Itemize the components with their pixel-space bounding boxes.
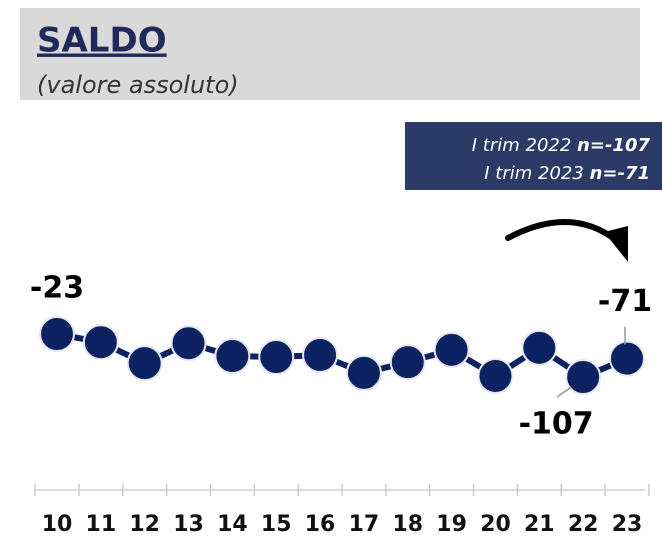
x-tick-label: 17 [349, 512, 380, 537]
x-tick-label: 13 [173, 512, 204, 537]
info-box [405, 122, 662, 190]
leader-line [556, 386, 572, 398]
info-line: I trim 2022 n=-107 [472, 135, 651, 156]
marker [521, 329, 558, 366]
marker [389, 344, 426, 381]
x-tick-label: 19 [436, 512, 467, 537]
info-text: I trim 2022 [472, 135, 572, 156]
data-label: -23 [30, 271, 84, 306]
data-label: -71 [598, 284, 652, 319]
marker [214, 338, 251, 375]
x-tick-label: 10 [42, 512, 73, 537]
marker [258, 339, 295, 376]
marker [565, 359, 602, 395]
info-value: n=-71 [590, 163, 650, 184]
arrow-head [604, 226, 628, 262]
marker [82, 324, 119, 361]
x-tick-label: 23 [612, 512, 643, 537]
info-line: I trim 2023 n=-71 [484, 163, 650, 184]
info-text: I trim 2023 [484, 163, 584, 184]
arrow [505, 219, 619, 243]
subtitle: (valore assoluto) [37, 71, 239, 99]
marker [39, 316, 75, 352]
x-tick-label: 15 [261, 512, 292, 537]
x-tick-label: 14 [217, 512, 248, 537]
marker [609, 340, 645, 377]
x-tick-label: 21 [524, 512, 555, 537]
marker [126, 345, 163, 382]
marker [302, 336, 339, 373]
info-value: n=-107 [577, 135, 650, 156]
x-tick-label: 18 [392, 512, 423, 537]
header-background [20, 8, 640, 100]
x-tick-label: 11 [86, 512, 117, 537]
data-label: -107 [519, 407, 594, 442]
x-tick-label: 12 [129, 512, 160, 537]
x-tick-label: 16 [305, 512, 336, 537]
x-tick-label: 20 [480, 512, 511, 537]
marker [170, 325, 207, 362]
title: SALDO [37, 21, 167, 61]
marker [477, 357, 514, 394]
marker [433, 331, 470, 368]
marker [345, 354, 382, 391]
x-tick-label: 22 [568, 512, 599, 537]
